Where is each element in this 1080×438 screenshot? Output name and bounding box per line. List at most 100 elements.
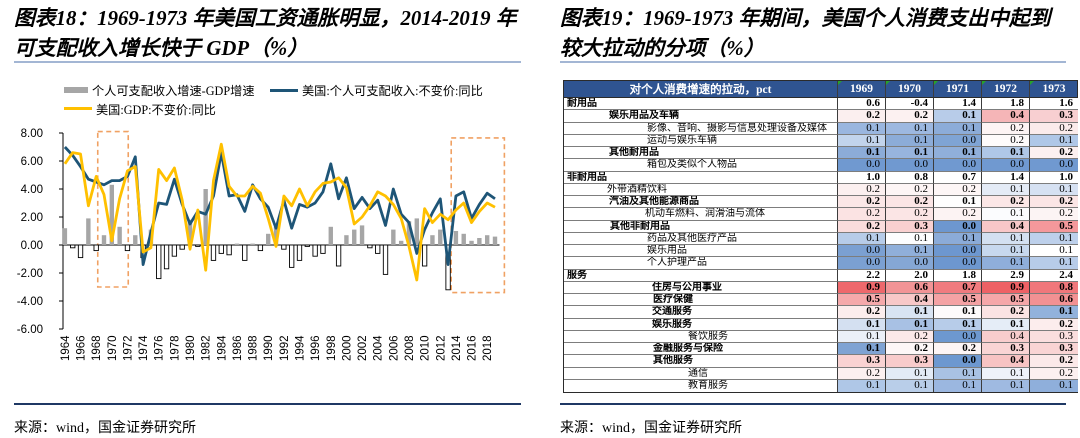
value-cell: 0.3 [1030, 330, 1078, 343]
diff-bar [117, 226, 122, 245]
value-cell: 0.1 [982, 208, 1030, 221]
value-cell: 0.3 [982, 343, 1030, 356]
x-axis-label: 1992 [279, 335, 291, 361]
diff-bar [484, 235, 490, 245]
row-label-cell: 娱乐用品及车辆 [564, 110, 838, 123]
row-label-cell: 教育服务 [564, 379, 838, 392]
diff-bar [234, 243, 240, 245]
value-cell: 0.1 [934, 379, 982, 392]
value-cell: 0.5 [1030, 220, 1078, 233]
figure19-source: 来源：wind，国金证券研究所 [560, 421, 742, 436]
diff-bar [266, 233, 271, 245]
value-cell: 0.2 [1030, 355, 1078, 368]
y-axis-label: -6.00 [17, 324, 43, 336]
x-axis-label: 1994 [295, 335, 307, 361]
diff-bar [391, 229, 396, 245]
table-row: 教育服务 0.1 0.1 0.1 0.1 0.1 [564, 379, 1078, 392]
value-cell: 0.0 [838, 245, 886, 258]
table-header-year: 1972 [982, 81, 1030, 98]
figure18-title-rule [14, 61, 521, 63]
x-axis-label: 2016 [467, 335, 479, 361]
row-label-cell: 耐用品 [564, 98, 838, 111]
value-cell: 0.1 [982, 245, 1030, 258]
figure18-title-line1: 图表18：1969-1973 年美国工资通胀明显，2014-2019 年 [14, 7, 517, 30]
value-cell: 1.4 [934, 98, 982, 111]
value-cell: 2.0 [886, 269, 934, 282]
value-cell: 0.1 [982, 232, 1030, 245]
x-axis-label: 1968 [91, 335, 103, 361]
diff-bar-negative [226, 244, 232, 256]
value-cell: 0.2 [838, 367, 886, 380]
diff-bar [477, 238, 482, 245]
diff-bar-negative [382, 244, 389, 275]
diff-bar-negative [296, 244, 303, 261]
x-axis-label: 2006 [388, 335, 400, 361]
value-cell: 0.2 [1030, 318, 1078, 331]
diff-bar [203, 189, 208, 245]
diff-bar-negative [257, 244, 264, 252]
diff-bar [461, 233, 466, 245]
table-header-year: 1973 [1030, 81, 1078, 98]
value-cell: 0.5 [982, 294, 1030, 307]
diff-bar-negative [304, 244, 310, 247]
value-cell: 0.2 [934, 208, 982, 221]
row-label-cell: 交通服务 [564, 306, 838, 319]
value-cell: 0.1 [1030, 306, 1078, 319]
value-cell: 0.0 [838, 159, 886, 172]
diff-bar [250, 243, 255, 245]
x-axis-label: 2000 [341, 335, 353, 361]
figure18-title: 图表18：1969-1973 年美国工资通胀明显，2014-2019 年 可支配… [14, 4, 517, 64]
table-row: 娱乐服务 0.1 0.1 0.1 0.1 0.2 [564, 318, 1078, 331]
table-row: 餐饮服务 0.1 0.2 0.0 0.4 0.3 [564, 330, 1078, 343]
diff-bar [453, 231, 459, 245]
row-label-cell: 箱包及类似个人物品 [564, 159, 838, 172]
diff-bar [273, 226, 279, 245]
excel-corner-mark-icon [934, 81, 938, 85]
diff-bar-negative [210, 244, 217, 261]
value-cell: 0.1 [838, 134, 886, 147]
table-row: 箱包及类似个人物品 0.0 0.0 0.0 0.0 0.0 [564, 159, 1078, 172]
value-cell: 0.2 [838, 183, 886, 196]
table-row: 药品及其他医疗产品 0.1 0.1 0.1 0.1 0.1 [564, 232, 1078, 245]
diff-bar-negative [179, 244, 185, 250]
row-label-cell: 外带酒精饮料 [564, 183, 838, 196]
value-cell: 0.1 [934, 110, 982, 123]
x-axis-label: 2014 [451, 335, 463, 361]
x-axis-label: 1970 [107, 335, 119, 361]
diff-bar [109, 184, 115, 245]
value-cell: 0.0 [934, 257, 982, 270]
value-cell: 0.1 [1030, 379, 1078, 392]
diff-bar-negative [367, 244, 373, 249]
diff-bar-negative [124, 244, 131, 252]
row-label-cell: 医疗保健 [564, 294, 838, 307]
table-row: 通信 0.2 0.1 0.1 0.1 0.2 [564, 367, 1078, 380]
x-axis-label: 1976 [154, 335, 166, 361]
value-cell: 0.2 [982, 196, 1030, 209]
diff-bar [101, 235, 107, 245]
value-cell: 0.0 [934, 355, 982, 368]
row-label-cell: 住房与公用事业 [564, 281, 838, 294]
diff-bar-negative [77, 244, 84, 259]
consumption-heatmap-table: 对个人消费增速的拉动，pct 1969 1970 1971 1972 1973 耐用品 0.6… [563, 80, 1078, 393]
table-header-year: 1970 [886, 81, 934, 98]
figure19-title-rule [560, 61, 1066, 63]
row-label-cell: 药品及其他医疗产品 [564, 232, 838, 245]
gdp-line [63, 142, 496, 282]
diff-bar-negative [375, 244, 381, 254]
table-row: 影像、音响、摄影与信息处理设备及媒体 0.1 0.1 0.1 0.2 0.2 [564, 122, 1078, 135]
table-row: 住房与公用事业 0.9 0.6 0.7 0.9 0.8 [564, 281, 1078, 294]
value-cell: 0.2 [886, 110, 934, 123]
table-row: 外带酒精饮料 0.2 0.2 0.2 0.1 0.1 [564, 183, 1078, 196]
value-cell: 0.1 [838, 330, 886, 343]
row-label-cell: 餐饮服务 [564, 330, 838, 343]
diff-bar-negative [218, 244, 224, 254]
figure19-title-line1: 图表19：1969-1973 年期间，美国个人消费支出中起到 [560, 7, 1051, 30]
figure18-source-rule [14, 403, 521, 405]
value-cell: 0.1 [982, 379, 1030, 392]
value-cell: 0.1 [982, 147, 1030, 160]
value-cell: 0.2 [886, 330, 934, 343]
value-cell: 0.1 [982, 318, 1030, 331]
value-cell: 0.2 [1030, 147, 1078, 160]
y-axis-label: 2.00 [21, 212, 43, 224]
diff-bar [398, 240, 404, 245]
